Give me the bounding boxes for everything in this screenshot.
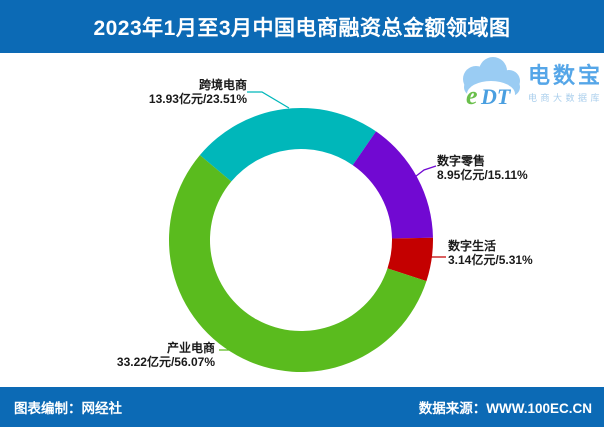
slice-label-digital-retail: 数字零售 8.95亿元/15.11%: [437, 154, 528, 183]
brand-name: 电数宝: [528, 63, 604, 88]
source-bar: 图表编制：网经社 数据来源：WWW.100EC.CN: [0, 387, 604, 427]
slice-label-value: 33.22亿元/56.07%: [116, 355, 215, 370]
donut-slice-2[interactable]: [387, 237, 433, 282]
slice-label-name: 跨境电商: [198, 78, 247, 92]
leader-line-2: [414, 251, 446, 258]
data-source: 数据来源：WWW.100EC.CN: [418, 401, 592, 416]
slice-label-digital-life: 数字生活 3.14亿元/5.31%: [448, 239, 533, 268]
cloud-logo-icon: e DT: [463, 57, 520, 110]
slice-label-value: 8.95亿元/15.11%: [437, 168, 528, 183]
brand-watermark: e DT 电数宝 电商大数据库: [452, 54, 603, 114]
slice-label-name: 数字生活: [448, 239, 497, 253]
leader-line-0: [247, 91, 290, 109]
title-bar: 2023年1月至3月中国电商融资总金额领域图: [0, 0, 604, 53]
slice-label-cross-border-ecommerce: 跨境电商 13.93亿元/23.51%: [149, 78, 247, 107]
slice-label-value: 13.93亿元/23.51%: [148, 92, 247, 107]
slice-label-name: 数字零售: [437, 154, 486, 168]
page-title: 2023年1月至3月中国电商融资总金额领域图: [93, 16, 511, 40]
leader-line-3: [219, 336, 254, 351]
donut-slice-0[interactable]: [199, 107, 377, 182]
donut-slice-1[interactable]: [352, 131, 433, 239]
slice-label-value: 3.14亿元/5.31%: [448, 253, 533, 268]
brand-tagline: 电商大数据库: [528, 93, 604, 103]
slice-label-name: 产业电商: [166, 341, 215, 355]
svg-text:e: e: [466, 81, 478, 110]
chart-credit: 图表编制：网经社: [14, 401, 122, 416]
leader-line-1: [410, 165, 437, 181]
svg-text:DT: DT: [480, 84, 512, 109]
donut-slice-3[interactable]: [168, 155, 427, 373]
slice-label-industrial-ecommerce: 产业电商 33.22亿元/56.07%: [117, 341, 215, 370]
